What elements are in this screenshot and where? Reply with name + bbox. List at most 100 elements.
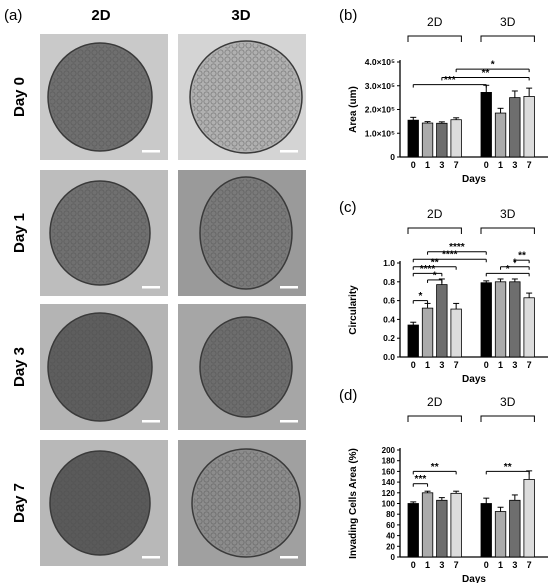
scale-bar — [280, 150, 298, 153]
chart-panel-0: (b) 0 1.0×10⁵ 2.0×10⁵ 3.0×10⁵ 4.0×10⁵ Area (um… — [339, 7, 548, 185]
bar — [421, 492, 434, 558]
significance-label: ** — [518, 251, 526, 262]
significance-label: * — [433, 270, 437, 281]
x-tick-label: 3 — [439, 360, 444, 370]
significance-label: * — [491, 60, 495, 71]
significance-label: * — [513, 257, 517, 268]
x-tick-label: 3 — [512, 560, 517, 570]
y-tick-label: 140 — [382, 478, 396, 487]
bar — [407, 119, 419, 158]
scale-bar — [280, 556, 298, 559]
panel-label: (c) — [339, 199, 357, 216]
x-tick-label: 1 — [425, 360, 430, 370]
y-tick-label: 1.0×10⁵ — [365, 128, 395, 138]
x-axis-label: Days — [462, 174, 486, 185]
group-bracket — [407, 35, 462, 42]
significance-label: **** — [420, 264, 436, 275]
col-header-2d: 2D — [91, 7, 110, 24]
bar — [523, 96, 535, 158]
x-tick-label: 1 — [498, 360, 503, 370]
spheroid-texture — [194, 451, 298, 555]
scale-bar — [142, 420, 160, 423]
group-label: 2D — [427, 15, 443, 29]
y-tick-label: 0 — [391, 553, 396, 562]
x-tick-label: 7 — [454, 360, 459, 370]
panel-label: (d) — [339, 387, 357, 404]
x-tick-label: 0 — [484, 360, 489, 370]
x-tick-label: 0 — [411, 160, 416, 170]
spheroid-texture — [50, 315, 150, 419]
y-tick-label: 0.6 — [383, 296, 395, 306]
row-label: Day 1 — [11, 213, 28, 253]
x-tick-label: 3 — [439, 160, 444, 170]
scale-bar — [280, 420, 298, 423]
bar — [480, 92, 492, 158]
group-bracket — [480, 415, 535, 422]
x-axis-label: Days — [462, 374, 486, 385]
scale-bar — [142, 150, 160, 153]
significance-label: ** — [431, 462, 439, 473]
bar — [450, 492, 462, 558]
x-tick-label: 7 — [454, 560, 459, 570]
spheroid-texture — [192, 43, 300, 151]
bar — [450, 308, 462, 358]
y-tick-label: 40 — [386, 532, 395, 541]
group-label: 3D — [500, 395, 516, 409]
row-label: Day 0 — [11, 77, 28, 117]
group-label: 3D — [500, 15, 516, 29]
col-header-3d: 3D — [231, 7, 250, 24]
row-label: Day 3 — [11, 347, 28, 387]
x-tick-label: 3 — [512, 360, 517, 370]
y-tick-label: 0 — [390, 152, 395, 162]
x-tick-label: 3 — [512, 160, 517, 170]
y-tick-label: 3.0×10⁵ — [365, 81, 395, 91]
bar — [407, 324, 419, 358]
y-tick-label: 20 — [386, 542, 395, 551]
x-tick-label: 3 — [439, 560, 444, 570]
x-tick-label: 7 — [527, 360, 532, 370]
significance-label: *** — [415, 474, 427, 485]
bar — [436, 284, 448, 358]
bar — [509, 281, 521, 358]
y-axis-label: Circularity — [348, 285, 359, 335]
y-tick-label: 4.0×10⁵ — [365, 57, 395, 67]
bar — [494, 281, 507, 358]
group-bracket — [407, 227, 462, 234]
y-tick-label: 2.0×10⁵ — [365, 105, 395, 115]
bar — [523, 479, 535, 558]
spheroid-texture — [52, 453, 148, 553]
significance-label: ** — [431, 257, 439, 268]
y-axis-label: Invading Cells Area (%) — [348, 448, 359, 559]
bar — [450, 119, 462, 158]
y-tick-label: 200 — [382, 446, 396, 455]
x-tick-label: 7 — [454, 160, 459, 170]
group-bracket — [480, 227, 535, 234]
bar — [480, 503, 492, 558]
bar — [436, 499, 448, 558]
x-tick-label: 0 — [484, 560, 489, 570]
y-tick-label: 100 — [382, 500, 396, 509]
bar — [523, 297, 535, 358]
panel-a-label: (a) — [4, 7, 22, 24]
y-tick-label: 180 — [382, 457, 396, 466]
spheroid-texture — [52, 183, 148, 283]
scale-bar — [280, 286, 298, 289]
y-tick-label: 1.0 — [383, 258, 395, 268]
y-tick-label: 60 — [386, 521, 395, 530]
x-tick-label: 1 — [498, 560, 503, 570]
scale-bar — [142, 556, 160, 559]
group-label: 3D — [500, 207, 516, 221]
bar — [407, 503, 419, 558]
x-tick-label: 0 — [484, 160, 489, 170]
bar — [494, 511, 507, 558]
group-label: 2D — [427, 207, 443, 221]
spheroid-texture — [202, 319, 290, 415]
group-bracket — [407, 415, 462, 422]
x-tick-label: 1 — [498, 160, 503, 170]
x-tick-label: 0 — [411, 560, 416, 570]
bar — [494, 112, 507, 158]
scale-bar — [142, 286, 160, 289]
